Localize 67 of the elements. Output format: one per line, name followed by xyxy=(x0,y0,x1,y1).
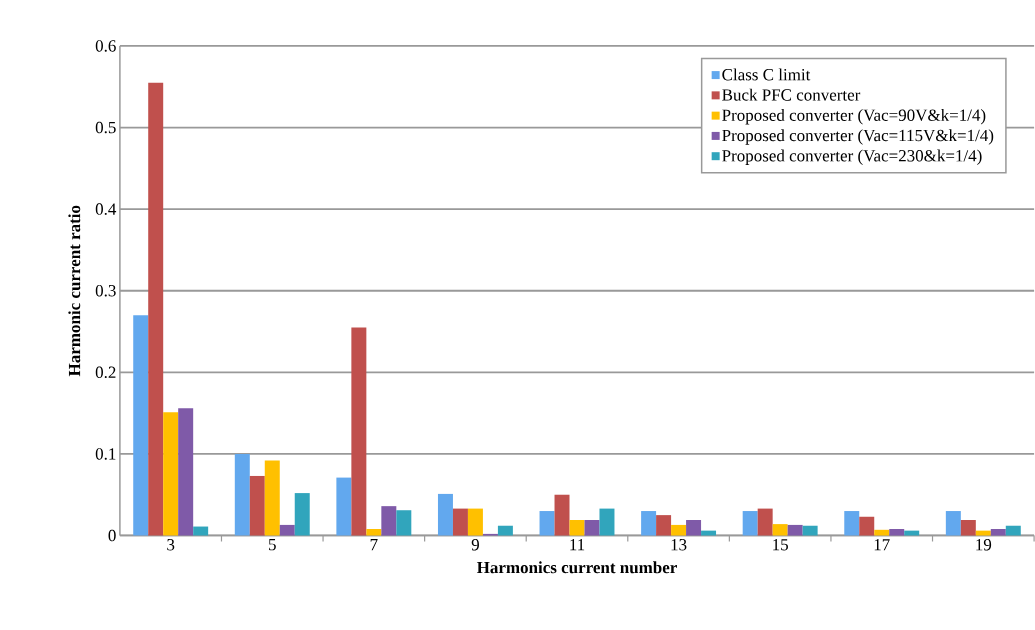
x-tick-label: 13 xyxy=(671,538,687,551)
x-tick-label: 15 xyxy=(773,538,788,551)
bar xyxy=(396,510,412,536)
x-tick-label: 5 xyxy=(269,538,276,551)
y-tick-label: 0.6 xyxy=(95,39,116,52)
bar xyxy=(772,523,788,536)
bar xyxy=(381,505,397,536)
bar xyxy=(569,519,585,536)
bar xyxy=(264,460,280,536)
bar xyxy=(671,524,687,536)
bar xyxy=(757,508,773,536)
legend-label: Proposed converter (Vac=230&k=1/4) xyxy=(722,149,982,165)
bar xyxy=(975,530,991,536)
legend-label: Proposed converter (Vac=115V&k=1/4) xyxy=(722,129,994,145)
bar xyxy=(787,524,803,536)
bar xyxy=(539,510,555,536)
bar xyxy=(960,519,976,536)
legend-label: Proposed converter (Vac=90V&k=1/4) xyxy=(722,108,986,125)
bar xyxy=(904,530,920,536)
y-tick-label: 0.4 xyxy=(95,203,117,215)
bar xyxy=(497,525,513,536)
legend-label: Buck PFC converter xyxy=(722,88,861,101)
bar xyxy=(859,516,875,536)
bar xyxy=(452,508,468,536)
bar xyxy=(889,528,905,536)
bar xyxy=(701,530,717,536)
bar xyxy=(279,524,295,536)
bar xyxy=(844,510,860,536)
bar xyxy=(437,493,453,536)
x-tick-label: 3 xyxy=(167,538,175,551)
y-tick-label: 0.5 xyxy=(95,121,116,134)
bar xyxy=(133,315,149,536)
y-tick-label: 0.3 xyxy=(95,284,116,297)
bar xyxy=(599,508,615,536)
bar xyxy=(366,528,382,536)
bar xyxy=(686,519,702,536)
bar xyxy=(294,492,310,536)
bar xyxy=(742,510,758,536)
bar xyxy=(802,525,818,536)
legend-label: Class C limit xyxy=(722,68,811,81)
bar xyxy=(163,412,179,536)
bar xyxy=(351,327,367,536)
bar xyxy=(148,82,164,536)
x-tick-label: 19 xyxy=(976,538,992,551)
bar xyxy=(641,510,657,536)
bar xyxy=(249,475,265,536)
bar xyxy=(193,526,209,536)
bar xyxy=(234,453,250,536)
bar xyxy=(656,514,672,536)
y-tick-label: 0.1 xyxy=(95,447,116,460)
bar xyxy=(554,494,570,536)
bar xyxy=(336,477,352,536)
bar xyxy=(874,529,890,536)
x-tick-label: 9 xyxy=(471,538,479,551)
x-tick-label: 7 xyxy=(370,538,378,550)
bar xyxy=(584,519,600,536)
x-tick-label: 11 xyxy=(570,538,585,551)
bar xyxy=(178,408,194,536)
bar xyxy=(467,508,483,536)
bar xyxy=(945,510,961,536)
x-axis-title: Harmonics current number xyxy=(476,561,677,574)
y-axis-title: Harmonic current ratio xyxy=(68,205,81,376)
x-tick-label: 17 xyxy=(874,538,890,551)
y-tick-label: 0.2 xyxy=(95,366,116,378)
bar xyxy=(990,528,1006,536)
bar xyxy=(1005,525,1021,536)
y-tick-label: 0 xyxy=(108,529,116,542)
